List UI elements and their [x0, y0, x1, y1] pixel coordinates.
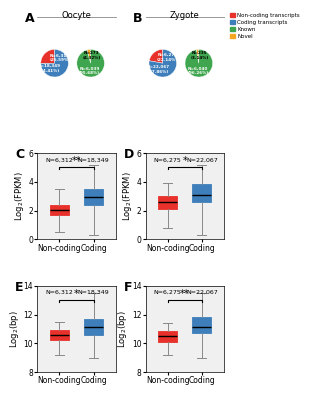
Y-axis label: Log$_2$(FPKM): Log$_2$(FPKM) — [12, 172, 26, 221]
Text: N=22,067
(77.86%): N=22,067 (77.86%) — [146, 65, 169, 73]
Text: N=6,275
(22.14%): N=6,275 (22.14%) — [157, 53, 178, 62]
Text: F: F — [123, 280, 132, 294]
Wedge shape — [185, 50, 213, 77]
PathPatch shape — [50, 330, 69, 340]
Text: N=273
(4.32%): N=273 (4.32%) — [82, 52, 101, 60]
PathPatch shape — [158, 331, 177, 342]
Text: **: ** — [180, 289, 189, 299]
Wedge shape — [87, 50, 91, 63]
PathPatch shape — [50, 205, 69, 215]
Wedge shape — [41, 50, 68, 77]
Wedge shape — [41, 50, 54, 64]
Text: **: ** — [72, 156, 81, 166]
Text: N=6,275: N=6,275 — [154, 158, 182, 162]
Wedge shape — [149, 50, 177, 77]
Legend: Non-coding transcripts, Coding transcripts, Known, Novel: Non-coding transcripts, Coding transcrip… — [230, 13, 300, 39]
Wedge shape — [196, 50, 199, 63]
Y-axis label: Log$_2$(bp): Log$_2$(bp) — [8, 310, 21, 348]
Text: N=18,349
(74.41%): N=18,349 (74.41%) — [38, 64, 61, 73]
Text: N=6,040
(96.26%): N=6,040 (96.26%) — [188, 66, 209, 75]
Text: D: D — [123, 148, 134, 161]
Text: B: B — [133, 12, 142, 25]
Text: N=6,039
(95.68%): N=6,039 (95.68%) — [79, 66, 100, 75]
Wedge shape — [149, 50, 163, 63]
PathPatch shape — [193, 317, 211, 333]
PathPatch shape — [84, 189, 103, 205]
Text: Oocyte: Oocyte — [62, 11, 91, 20]
PathPatch shape — [193, 184, 211, 202]
Text: *: * — [182, 156, 187, 166]
Text: C: C — [15, 148, 25, 161]
Text: N=22,067: N=22,067 — [186, 290, 218, 295]
Text: A: A — [25, 12, 35, 25]
Text: N=6,312: N=6,312 — [46, 158, 73, 162]
Text: E: E — [15, 280, 24, 294]
Text: N=6,312: N=6,312 — [46, 290, 73, 295]
PathPatch shape — [158, 196, 177, 208]
PathPatch shape — [84, 319, 103, 335]
Text: N=18,349: N=18,349 — [78, 158, 109, 162]
Text: N=6,275: N=6,275 — [154, 290, 182, 295]
Text: N=22,067: N=22,067 — [186, 158, 218, 162]
Text: *: * — [74, 289, 79, 299]
Text: Zygote: Zygote — [170, 11, 200, 20]
Wedge shape — [77, 50, 104, 77]
Text: N=6,312
(25.59%): N=6,312 (25.59%) — [49, 54, 71, 62]
Y-axis label: Log$_2$(FPKM): Log$_2$(FPKM) — [121, 172, 134, 221]
Text: N=235
(3.14%): N=235 (3.14%) — [190, 51, 209, 60]
Text: N=18,349: N=18,349 — [78, 290, 109, 295]
Y-axis label: Log$_2$(bp): Log$_2$(bp) — [116, 310, 129, 348]
